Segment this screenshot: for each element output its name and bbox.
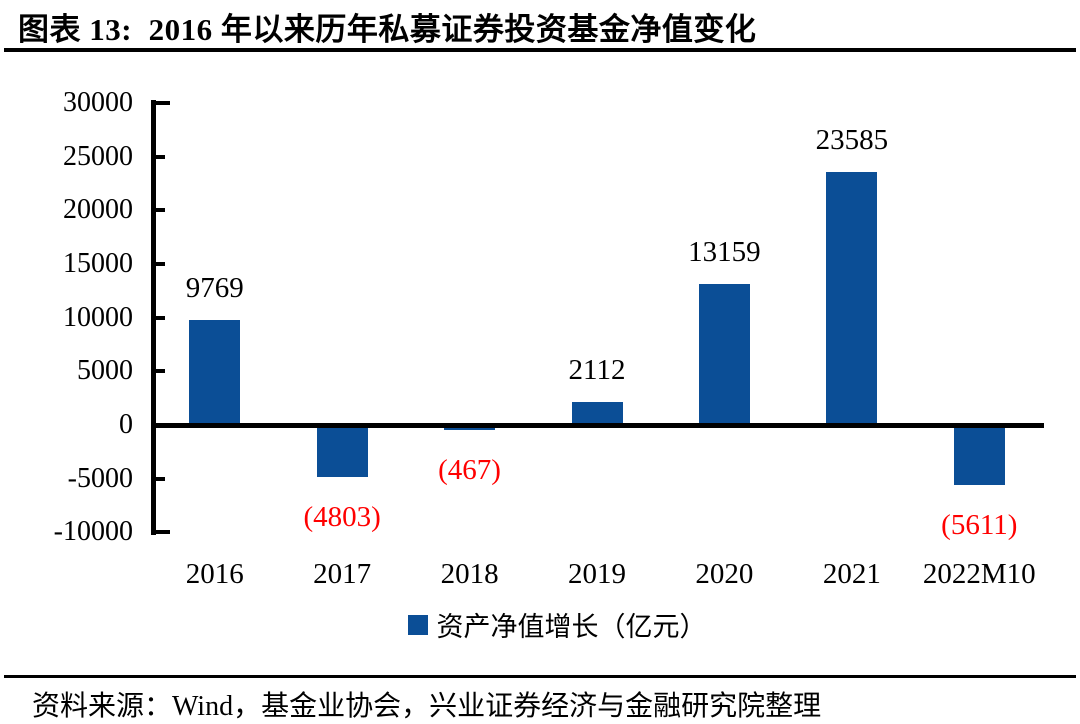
y-axis-tick-label: 5000 <box>77 355 133 387</box>
bar-value-label: (467) <box>438 454 501 486</box>
x-axis-label-2022M10: 2022M10 <box>922 558 1036 590</box>
y-axis-tick-label: 25000 <box>63 140 133 172</box>
legend: 资产净值增长（亿元） <box>0 605 1080 644</box>
y-axis-tick-label: 0 <box>119 409 133 440</box>
y-axis-tick-label: 20000 <box>63 194 133 226</box>
net-value-bar-chart: 资产净值增长（亿元） 30000 25000 20000 15000 10000 5000… <box>0 87 1080 644</box>
x-axis-label-2020: 2020 <box>695 558 754 590</box>
source-rule <box>4 675 1076 678</box>
y-axis-tick <box>156 262 165 266</box>
y-axis-tick <box>156 154 165 159</box>
bar-2021 <box>826 171 878 425</box>
y-axis-spine <box>151 100 156 535</box>
source-note: 资料来源：Wind，基金业协会，兴业证券经济与金融研究院整理 <box>32 691 822 722</box>
title-rule <box>4 48 1076 52</box>
bar-2022M10 <box>953 425 1005 486</box>
y-axis-tick <box>156 476 165 481</box>
y-axis-tick <box>156 530 170 535</box>
x-axis-label-2021: 2021 <box>822 558 881 590</box>
y-axis-tick-label: 30000 <box>63 87 133 118</box>
legend-inner: 资产净值增长（亿元） <box>407 605 707 644</box>
y-axis-tick <box>156 315 165 320</box>
y-axis-tick <box>156 101 170 105</box>
figure-title: 图表 13: 2016 年以来历年私募证券投资基金净值变化 <box>18 12 757 47</box>
x-axis-label-2017: 2017 <box>313 558 372 590</box>
bar-value-label: 9769 <box>185 272 244 305</box>
y-axis-tick <box>156 208 165 213</box>
bar-2017 <box>316 425 368 477</box>
bar-value-label: 13159 <box>688 235 761 268</box>
y-axis-tick-label: -10000 <box>53 516 133 548</box>
bar-value-label: (5611) <box>941 509 1018 542</box>
bar-value-label: (4803) <box>303 500 381 533</box>
y-axis-tick-label: 10000 <box>63 301 133 333</box>
x-axis-label-2016: 2016 <box>185 558 244 590</box>
legend-label: 资产净值增长（亿元） <box>436 612 707 642</box>
bar-2020 <box>698 283 750 425</box>
x-axis-zero-line <box>151 423 1044 428</box>
bar-2016 <box>189 320 241 425</box>
bar-value-label: 23585 <box>815 123 889 156</box>
bar-2019 <box>571 402 623 425</box>
y-axis-tick-label: -5000 <box>67 462 133 494</box>
bar-value-label: 2112 <box>568 354 626 387</box>
y-axis-tick-label: 15000 <box>63 248 133 279</box>
y-axis-tick <box>156 369 165 374</box>
legend-marker-icon <box>407 614 428 635</box>
x-axis-label-2019: 2019 <box>568 558 626 590</box>
x-axis-label-2018: 2018 <box>440 558 499 590</box>
